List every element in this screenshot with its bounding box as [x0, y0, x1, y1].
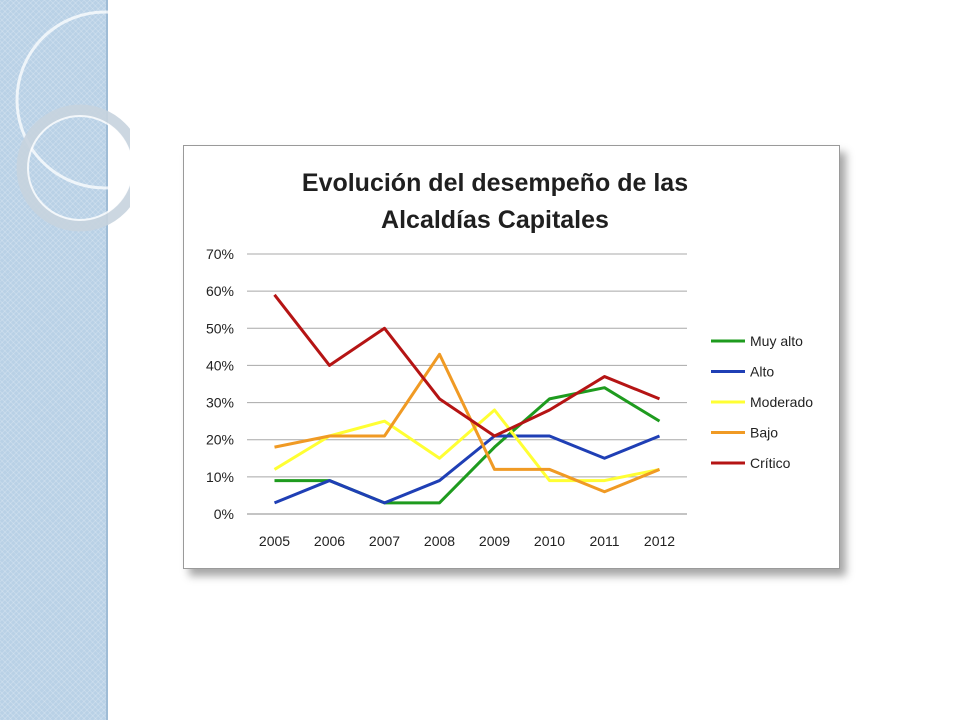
chart-panel: Evolución del desempeño de las Alcaldías… — [183, 145, 840, 569]
decorative-circles — [15, 10, 130, 232]
x-tick-label: 2008 — [424, 533, 455, 549]
x-tick-label: 2012 — [644, 533, 675, 549]
x-tick-label: 2010 — [534, 533, 565, 549]
series-line-4 — [273, 293, 661, 438]
y-tick-label: 50% — [206, 320, 234, 336]
y-tick-label: 60% — [206, 283, 234, 299]
x-tick-label: 2009 — [479, 533, 510, 549]
legend-label: Bajo — [750, 425, 778, 441]
series-line-2 — [273, 408, 660, 483]
legend: Muy alto Alto Moderado Bajo Crítico — [711, 333, 813, 471]
chart-title-line-2: Alcaldías Capitales — [381, 206, 609, 234]
y-tick-label: 20% — [206, 432, 234, 448]
x-tick-label: 2006 — [314, 533, 345, 549]
x-axis-ticks: 2005 2006 2007 2008 2009 2010 2011 2012 — [259, 533, 675, 549]
x-tick-label: 2011 — [589, 533, 619, 549]
line-chart: Evolución del desempeño de las Alcaldías… — [206, 169, 813, 549]
deco-circle-inner — [27, 115, 130, 221]
y-tick-label: 70% — [206, 246, 234, 262]
legend-label: Alto — [750, 364, 774, 380]
x-tick-label: 2005 — [259, 533, 290, 549]
chart-title-line-1: Evolución del desempeño de las — [302, 169, 688, 197]
y-axis-ticks: 0% 10% 20% 30% 40% 50% 60% 70% — [206, 246, 234, 522]
y-tick-label: 0% — [214, 506, 234, 522]
y-tick-label: 30% — [206, 395, 234, 411]
series-lines — [273, 293, 661, 505]
legend-label: Muy alto — [750, 333, 803, 349]
deco-circle-ring — [16, 104, 130, 232]
deco-circle-large — [15, 10, 130, 190]
gridlines — [247, 253, 687, 515]
x-tick-label: 2007 — [369, 533, 400, 549]
legend-label: Moderado — [750, 394, 813, 410]
series-line-0 — [274, 386, 661, 505]
y-tick-label: 40% — [206, 357, 234, 373]
y-tick-label: 10% — [206, 469, 234, 485]
series-line-3 — [274, 352, 661, 494]
legend-label: Crítico — [750, 455, 791, 471]
series-line-1 — [273, 434, 661, 505]
